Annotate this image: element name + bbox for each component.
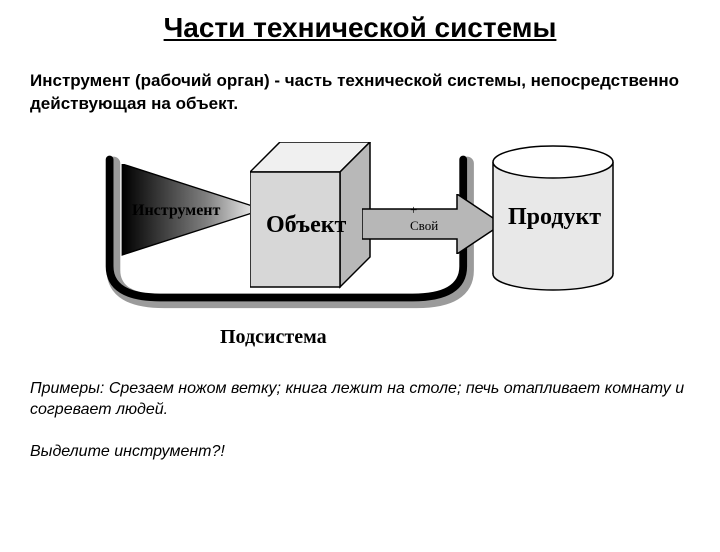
question-text: Выделите инструмент?! xyxy=(30,443,690,461)
page-title: Части технической системы xyxy=(0,12,720,44)
arrow-sub-text: Свой xyxy=(410,218,438,233)
product-label: Продукт xyxy=(508,204,601,231)
instrument-label: Инструмент xyxy=(132,202,220,220)
arrow-annotation: + Свой xyxy=(410,202,438,234)
examples-text: Примеры: Срезаем ножом ветку; книга лежи… xyxy=(30,378,690,421)
system-diagram: Подсистема Инструмент Объект + Свой Про xyxy=(80,134,640,364)
subsystem-label: Подсистема xyxy=(220,326,327,349)
definition-text: Инструмент (рабочий орган) - часть техни… xyxy=(30,70,690,116)
object-label: Объект xyxy=(266,212,346,239)
arrow-plus-sign: + xyxy=(410,202,417,217)
